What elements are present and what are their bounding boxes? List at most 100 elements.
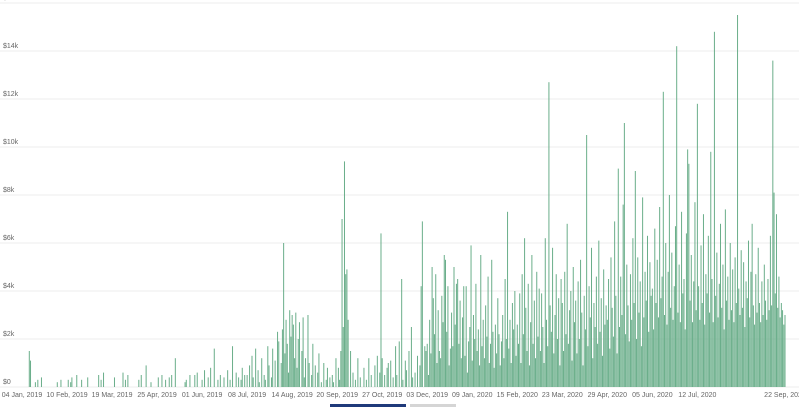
bar [491, 259, 493, 387]
bar [196, 372, 198, 387]
bar [570, 291, 572, 387]
bar [246, 375, 248, 387]
bar [760, 322, 762, 387]
bar [368, 358, 370, 387]
bar [303, 377, 305, 387]
bar [270, 377, 272, 387]
bar [452, 346, 454, 387]
bar [580, 259, 582, 387]
bar [521, 274, 523, 387]
bar [649, 262, 651, 387]
bar [432, 298, 434, 387]
bar [443, 255, 445, 387]
bar [483, 358, 485, 387]
bar [194, 375, 196, 387]
bar [677, 312, 679, 387]
bar [587, 346, 589, 387]
bar [515, 355, 517, 387]
bar [354, 379, 356, 387]
bar [715, 295, 717, 387]
x-tick-label: 23 Mar, 2020 [542, 392, 583, 399]
bar [541, 293, 543, 387]
bar [767, 279, 769, 387]
bar [608, 279, 610, 387]
bar [71, 377, 73, 387]
bar [477, 329, 479, 387]
bar [165, 379, 167, 387]
bar [619, 327, 621, 387]
scrollbar-track[interactable] [410, 404, 456, 407]
bar [782, 310, 784, 387]
bar [430, 353, 432, 387]
bar [528, 365, 530, 387]
bar [384, 375, 386, 387]
bar [723, 329, 725, 387]
bar [381, 358, 383, 387]
bar [331, 375, 333, 387]
bar [440, 358, 442, 387]
bar [416, 355, 418, 387]
bar [28, 351, 30, 387]
bar [390, 360, 392, 387]
bar [427, 375, 429, 387]
bar [482, 319, 484, 387]
bar [603, 269, 605, 387]
bar [547, 346, 549, 387]
bar [640, 346, 642, 387]
bar [261, 358, 263, 387]
bar [620, 276, 622, 387]
bar [548, 82, 550, 387]
bar [681, 211, 683, 387]
bar [379, 372, 381, 387]
bar [588, 286, 590, 387]
bar [525, 307, 527, 387]
bar [290, 336, 292, 387]
bar [513, 329, 515, 387]
bar [56, 382, 58, 387]
x-tick-label: 29 Apr, 2020 [588, 392, 627, 399]
bar [693, 281, 695, 387]
bar [684, 329, 686, 387]
bar [633, 303, 635, 387]
bar [492, 331, 494, 387]
bar [508, 348, 510, 387]
bar [597, 343, 599, 387]
bar [503, 358, 505, 387]
bar [497, 298, 499, 387]
bar [350, 351, 352, 387]
bar [656, 259, 658, 387]
bar [614, 221, 616, 387]
bar [543, 363, 545, 387]
bar [601, 355, 603, 387]
bar [732, 269, 734, 387]
bar [468, 341, 470, 387]
x-tick-label: 04 Jan, 2019 [2, 392, 43, 399]
bar [342, 327, 344, 387]
bar [268, 365, 270, 387]
bar [743, 262, 745, 387]
bar [174, 358, 176, 387]
bar [471, 360, 473, 387]
x-tick-label: 14 Aug, 2019 [272, 392, 313, 399]
bar [37, 379, 39, 387]
bar [584, 329, 586, 387]
bar [469, 327, 471, 387]
bar [576, 353, 578, 387]
bar [346, 269, 348, 387]
bar [650, 295, 652, 387]
bar [219, 375, 221, 387]
bar [359, 377, 361, 387]
bar [451, 312, 453, 387]
scrollbar-thumb[interactable] [330, 404, 406, 407]
bar [481, 346, 483, 387]
bar [511, 303, 513, 387]
bar [255, 348, 257, 387]
x-tick-label: 05 Jun, 2020 [632, 392, 673, 399]
bar [421, 221, 423, 387]
bar [637, 257, 639, 387]
bar [569, 310, 571, 387]
bar [709, 312, 711, 387]
bar [573, 322, 575, 387]
bar [210, 367, 212, 387]
bar [291, 315, 293, 387]
